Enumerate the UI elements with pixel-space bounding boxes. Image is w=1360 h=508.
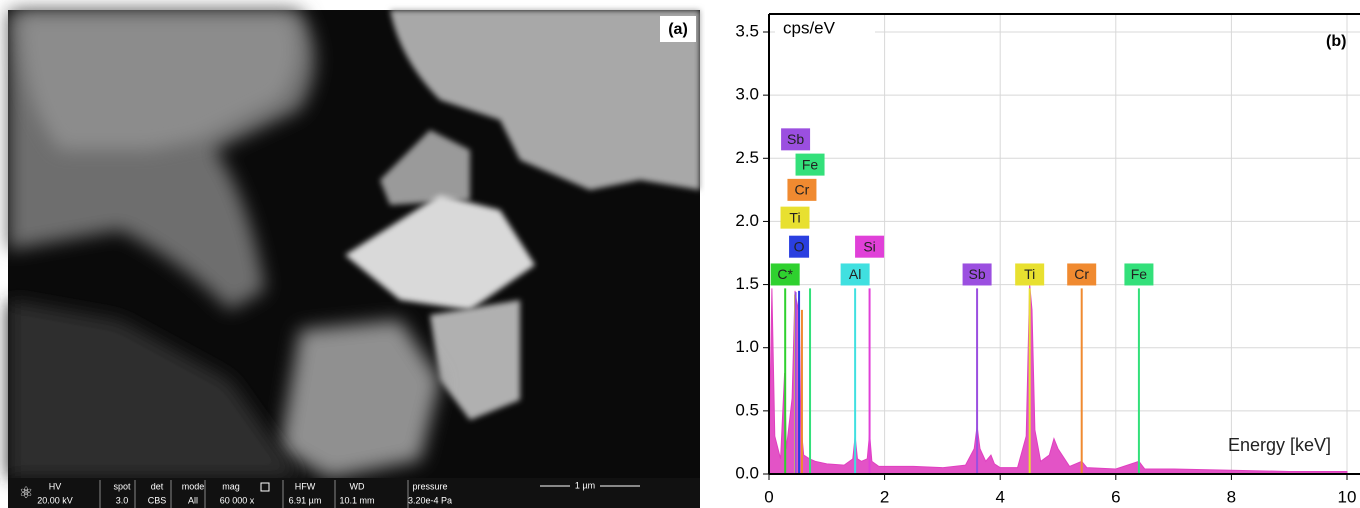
- info-label: pressure: [412, 481, 447, 491]
- y-tick-label: 2.5: [735, 148, 759, 167]
- y-tick-label: 0.5: [735, 400, 759, 419]
- element-label-box: [962, 263, 992, 286]
- y-tick-label: 3.5: [735, 21, 759, 40]
- element-label: Fe: [802, 156, 819, 172]
- element-label-box: [1124, 263, 1154, 286]
- element-label-box: [780, 206, 810, 229]
- element-label-box: [781, 128, 811, 151]
- element-label: Al: [849, 266, 861, 282]
- info-label: det: [151, 481, 164, 491]
- element-label-box: [1067, 263, 1097, 286]
- y-tick-label: 3.0: [735, 85, 759, 104]
- x-tick-label: 4: [995, 487, 1004, 506]
- info-label: HV: [49, 481, 62, 491]
- info-label: WD: [350, 481, 365, 491]
- y-tick-label: 1.5: [735, 274, 759, 293]
- info-fields: HV 20.00 kV spot 3.0 det CBS mode All mag 60 000 …: [37, 480, 452, 508]
- y-tick-label: 2.0: [735, 211, 759, 230]
- x-tick-label: 8: [1227, 487, 1236, 506]
- element-label: Fe: [1131, 266, 1148, 282]
- y-label-box: [775, 17, 875, 39]
- y-tick-label: 0.0: [735, 463, 759, 482]
- element-label-box: [787, 178, 817, 201]
- info-value: 10.1 mm: [339, 495, 374, 505]
- info-label: spot: [113, 481, 131, 491]
- info-value: 3.0: [116, 495, 129, 505]
- element-label: C*: [777, 266, 793, 282]
- logo-icon: ⚛: [19, 485, 33, 502]
- element-label: Cr: [1074, 266, 1089, 282]
- x-tick-label: 0: [764, 487, 773, 506]
- y-tick-label: 1.0: [735, 337, 759, 356]
- sem-panel: (a) ⚛ HV 20.00 kV spot 3.0 det CBS mode All mag 6…: [8, 10, 700, 508]
- info-label: mag: [222, 481, 240, 491]
- sem-particles: [8, 10, 700, 478]
- element-label-box: [789, 235, 810, 258]
- element-label-box: [770, 263, 800, 286]
- element-label-box: [855, 235, 885, 258]
- element-label: O: [794, 238, 805, 254]
- x-axis-label: Energy [keV]: [1228, 435, 1331, 455]
- element-label: Si: [863, 238, 875, 254]
- info-value: 60 000 x: [220, 495, 255, 505]
- info-label: HFW: [295, 481, 316, 491]
- info-value: 3.20e-4 Pa: [408, 495, 452, 505]
- info-label: mode: [182, 481, 205, 491]
- y-axis-label: cps/eV: [783, 18, 836, 37]
- info-value: All: [188, 495, 198, 505]
- info-value: CBS: [148, 495, 167, 505]
- element-label-box: [795, 153, 825, 176]
- element-label: Ti: [1024, 266, 1035, 282]
- x-tick-label: 2: [880, 487, 889, 506]
- info-bar: [8, 478, 700, 508]
- x-tick-label: 6: [1111, 487, 1120, 506]
- info-value: 20.00 kV: [37, 495, 73, 505]
- mag-icon: [260, 482, 270, 492]
- panel-label-box: [660, 16, 696, 42]
- panel-label: (b): [1326, 33, 1346, 50]
- element-label-box: [1015, 263, 1045, 286]
- element-label: Sb: [969, 266, 986, 282]
- element-label: Cr: [795, 182, 810, 198]
- panel-label: (a): [668, 21, 688, 38]
- info-value: 6.91 µm: [289, 495, 322, 505]
- x-tick-label: 10: [1338, 487, 1357, 506]
- element-label-box: [840, 263, 870, 286]
- element-label: Ti: [789, 209, 800, 225]
- scale-bar-label: 1 µm: [575, 480, 595, 490]
- element-label: Sb: [787, 131, 804, 147]
